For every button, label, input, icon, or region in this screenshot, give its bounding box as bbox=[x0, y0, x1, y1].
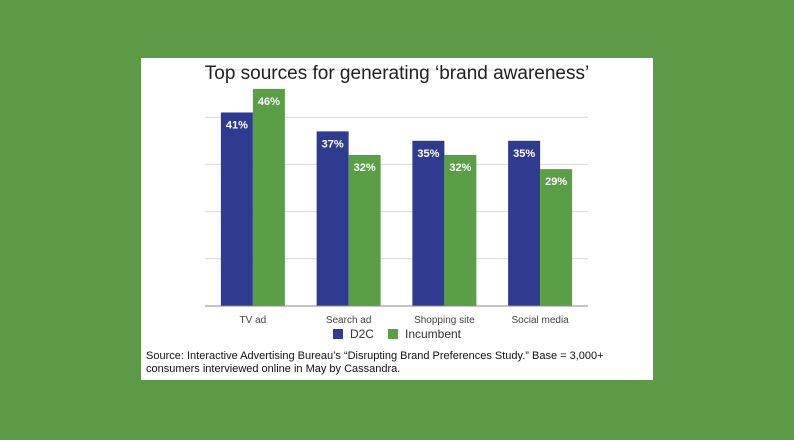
bar-d2c-shopping-site bbox=[412, 140, 445, 306]
data-label-incumbent-search-ad: 32% bbox=[354, 162, 376, 174]
bar-chart: 41% 46% TV ad 37% 32% Search ad 35% 32% Shopping… bbox=[205, 69, 588, 326]
data-label-incumbent-social-media: 29% bbox=[545, 176, 567, 188]
chart-title: Top sources for generating ‘brand awaren… bbox=[204, 63, 590, 84]
source-note: Source: Interactive Advertising Bureau’s… bbox=[146, 350, 604, 375]
data-label-incumbent-tv-ad: 46% bbox=[258, 96, 280, 108]
chart-legend: D2C Incumbent bbox=[141, 327, 653, 341]
legend-entry-incumbent: Incumbent bbox=[387, 327, 462, 341]
bar-incumbent-tv-ad bbox=[252, 88, 285, 306]
bar-d2c-tv-ad bbox=[220, 112, 253, 306]
data-label-d2c-shopping-site: 35% bbox=[417, 148, 439, 160]
x-tick-label-search-ad: Search ad bbox=[326, 315, 372, 326]
bar-incumbent-shopping-site bbox=[444, 154, 477, 306]
legend-entry-d2c: D2C bbox=[332, 327, 374, 341]
data-label-incumbent-shopping-site: 32% bbox=[449, 162, 471, 174]
data-label-d2c-social-media: 35% bbox=[513, 148, 535, 160]
data-label-d2c-tv-ad: 41% bbox=[226, 119, 248, 131]
legend-swatch-incumbent bbox=[387, 329, 398, 339]
legend-label-d2c: D2C bbox=[349, 327, 374, 341]
bar-incumbent-search-ad bbox=[348, 154, 381, 306]
legend-label-incumbent: Incumbent bbox=[404, 327, 462, 341]
x-tick-label-social-media: Social media bbox=[511, 315, 569, 326]
bar-d2c-social-media bbox=[508, 140, 541, 306]
legend-swatch-d2c bbox=[332, 329, 343, 339]
bar-d2c-search-ad bbox=[316, 131, 349, 306]
bar-incumbent-social-media bbox=[540, 169, 573, 306]
x-tick-label-tv-ad: TV ad bbox=[240, 315, 267, 326]
x-tick-label-shopping-site: Shopping site bbox=[414, 315, 475, 326]
data-label-d2c-search-ad: 37% bbox=[322, 138, 344, 150]
chart-card: 41% 46% TV ad 37% 32% Search ad 35% 32% Shopping… bbox=[141, 58, 653, 380]
